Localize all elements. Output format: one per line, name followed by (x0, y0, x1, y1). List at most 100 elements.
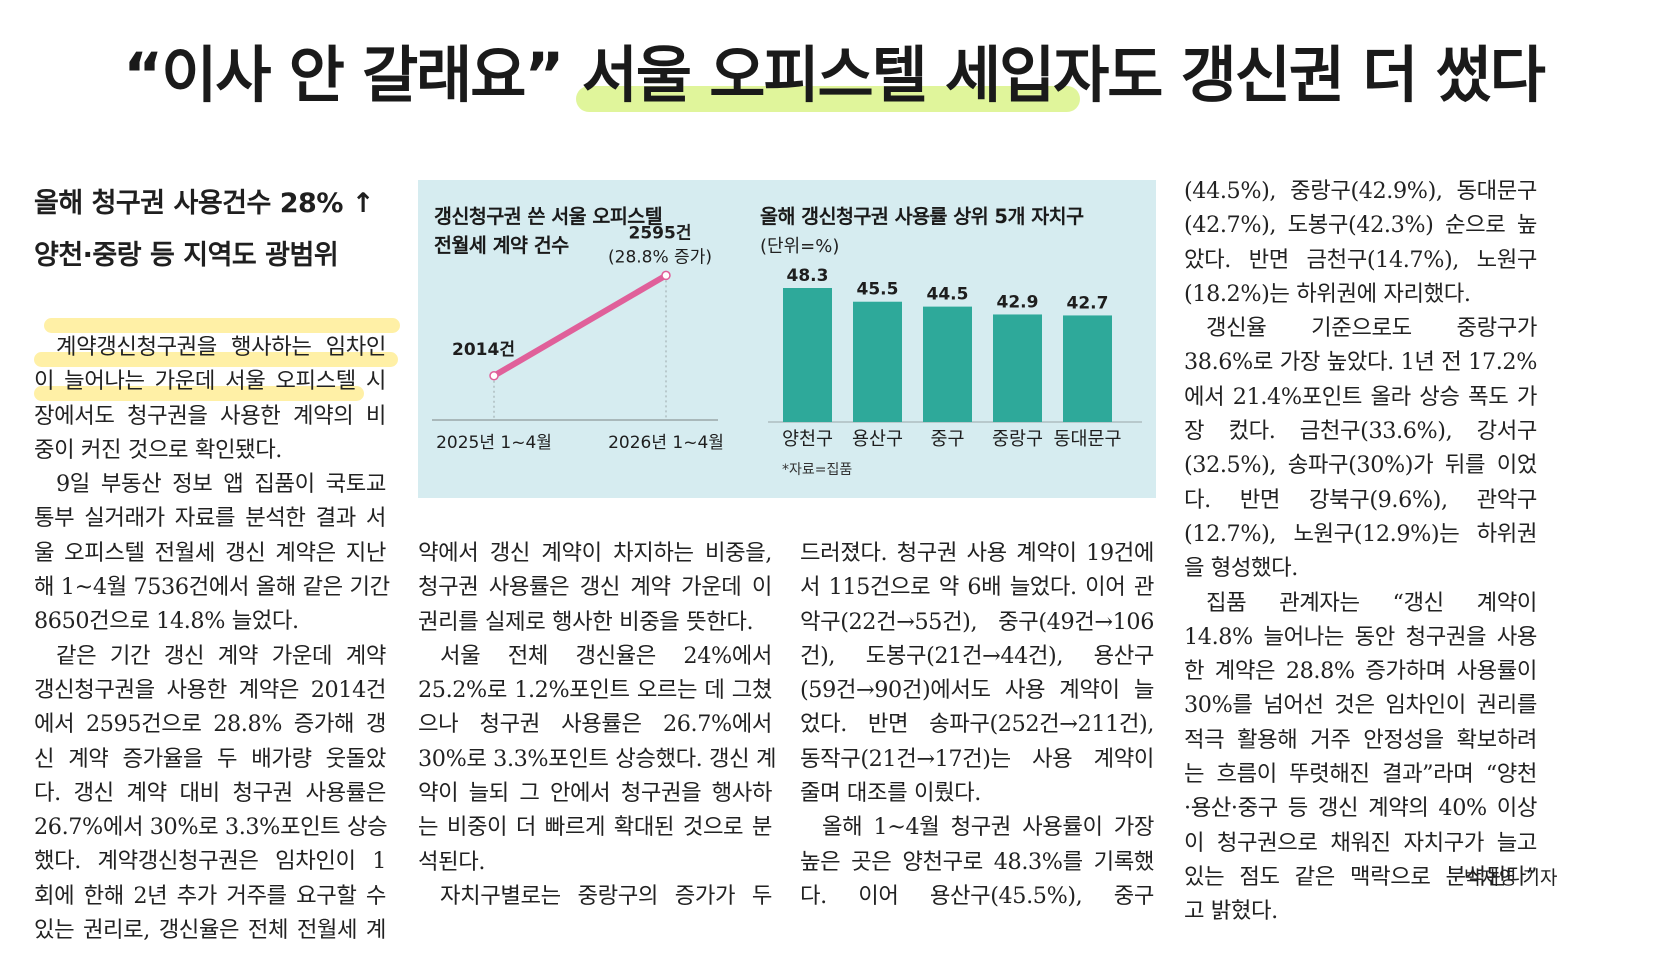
text-line: 는 비중이 더 빠르게 확대된 것으로 분 (418, 814, 772, 841)
text-highlight-3 (34, 386, 364, 401)
infographic: 갱신청구권 쓴 서울 오피스텔 전월세 계약 건수 올해 갱신청구권 사용률 상… (418, 180, 1156, 498)
text-line: 25.2%로 1.2%포인트 오르는 데 그쳤 (418, 677, 772, 704)
bar-chart-unit: (단위=%) (760, 236, 840, 257)
text-line: 에서 2595건으로 28.8% 증가해 갱 (34, 711, 386, 738)
text-line: 이 늘어나는 가운데 서울 오피스텔 시 (34, 368, 386, 395)
text-line: 자치구별로는 중랑구의 증가가 두 (440, 882, 772, 909)
text-line: 해 1~4월 7536건에서 올해 같은 기간 (34, 574, 390, 601)
text-line: 9일 부동산 정보 앱 집품이 국토교 (56, 471, 386, 498)
bar-value-label: 48.3 (787, 266, 829, 286)
bar-category-label: 용산구 (852, 429, 903, 450)
text-highlight-2 (34, 352, 398, 367)
line-end-sublabel: (28.8% 증가) (608, 247, 712, 267)
charts-svg: 2014건 2595건 (28.8% 증가) 2025년 1~4월 2026년 1~4월… (432, 223, 1142, 453)
text-line: 신 계약 증가율을 두 배가량 웃돌았 (34, 745, 386, 772)
text-line: 높은 곳은 양천구로 48.3%를 기록했 (800, 848, 1154, 875)
line-start-label: 2014건 (452, 340, 515, 360)
text-line: 줄며 대조를 이뤘다. (800, 780, 981, 807)
text-line: 서울 전체 갱신율은 24%에서 (440, 642, 772, 669)
text-highlight-1 (44, 318, 400, 333)
text-line: 장 컸다. 금천구(33.6%), 강서구 (1184, 418, 1537, 445)
bar-category-label: 동대문구 (1053, 429, 1121, 450)
text-line: 고 밝혔다. (1184, 898, 1278, 925)
text-line: 올해 1~4월 청구권 사용률이 가장 (822, 814, 1154, 841)
line-chart-x-label: 2026년 1~4월 (608, 433, 724, 453)
bar-category-label: 중구 (930, 429, 964, 450)
text-line: 있는 점도 같은 맥락으로 분석된다” (1184, 863, 1537, 890)
line-chart-point (661, 270, 671, 281)
bar-2 (853, 301, 902, 422)
text-line: 같은 기간 갱신 계약 가운데 계약 (56, 642, 386, 669)
text-line: 갱신율 기준으로도 중랑구가 (1206, 315, 1537, 342)
text-line: (42.7%), 도봉구(42.3%) 순으로 높 (1184, 212, 1537, 239)
text-line: 동작구(21건→17건)는 사용 계약이 (800, 745, 1154, 772)
bar-category-label: 양천구 (782, 429, 833, 450)
text-line: 중이 커진 것으로 확인됐다. (34, 436, 282, 463)
text-line: 다. 이어 용산구(45.5%), 중구 (800, 882, 1154, 909)
subhead-line-2: 양천·중랑 등 지역도 광범위 (34, 240, 339, 271)
bar-value-label: 45.5 (857, 280, 899, 300)
bar-value-label: 42.9 (997, 292, 1039, 312)
bar-5 (1063, 315, 1112, 422)
text-line: 는 흐름이 뚜렷해진 결과”라며 “양천 (1184, 761, 1537, 788)
text-line: 갱신청구권을 사용한 계약은 2014건 (34, 676, 386, 703)
bar-value-label: 44.5 (927, 285, 969, 305)
text-line: 서 115건으로 약 6배 늘었다. 이어 관 (800, 574, 1154, 601)
text-line: 했다. 계약갱신청구권은 임차인이 1 (34, 848, 386, 875)
text-line: 계약갱신청구권을 행사하는 임차인 (56, 334, 386, 360)
text-line: 적극 활용해 거주 안정성을 확보하려 (1184, 726, 1537, 753)
text-line: (12.7%), 노원구(12.9%)는 하위권 (1184, 520, 1537, 547)
text-line: 드러졌다. 청구권 사용 계약이 19건에 (800, 540, 1154, 566)
text-line: 약이 늘되 그 안에서 청구권을 행사하 (418, 780, 772, 807)
byline: 박재영 기자 (1464, 867, 1558, 889)
text-line: 26.7%에서 30%로 3.3%포인트 상승 (34, 814, 388, 841)
text-line: 장에서도 청구권을 사용한 계약의 비 (34, 402, 386, 429)
line-chart-x-label: 2025년 1~4월 (436, 433, 552, 453)
text-line: 통부 실거래가 자료를 분석한 결과 서 (34, 505, 386, 532)
line-chart-title-line-1: 갱신청구권 쓴 서울 오피스텔 (434, 205, 663, 228)
subhead-line-1: 올해 청구권 사용건수 28% ↑ (34, 188, 374, 219)
bar-chart-title: 올해 갱신청구권 사용률 상위 5개 자치구 (760, 205, 1084, 228)
text-line: 악구(22건→55건), 중구(49건→106 (800, 608, 1154, 635)
text-line: (32.5%), 송파구(30%)가 뒤를 이었 (1184, 452, 1537, 479)
text-line: 약에서 갱신 계약이 차지하는 비중을, (418, 540, 772, 566)
text-line: ·용산·중구 등 갱신 계약의 40% 이상 (1184, 795, 1537, 822)
text-line: (44.5%), 중랑구(42.9%), 동대문구 (1184, 178, 1537, 204)
text-line: 30%를 넘어선 것은 임차인이 권리를 (1184, 692, 1537, 719)
text-line: 다. 반면 강북구(9.6%), 관악구 (1184, 486, 1537, 513)
text-line: (59건→90건)에서도 사용 계약이 늘 (800, 677, 1154, 704)
source-note: *자료=집품 (782, 462, 853, 478)
line-chart-title: 갱신청구권 쓴 서울 오피스텔 전월세 계약 건수 (434, 202, 663, 260)
bar-value-label: 42.7 (1067, 293, 1109, 313)
text-line: 14.8% 늘어나는 동안 청구권을 사용 (1184, 623, 1537, 650)
text-line: 38.6%로 가장 높았다. 1년 전 17.2% (1184, 349, 1537, 376)
text-line: 석된다. (418, 848, 486, 875)
text-line: (18.2%)는 하위권에 자리했다. (1184, 280, 1471, 307)
text-line: 이 청구권으로 채워진 자치구가 늘고 (1184, 829, 1537, 856)
text-line: 한 계약은 28.8% 증가하며 사용률이 (1184, 658, 1537, 685)
text-line: 으나 청구권 사용률은 26.7%에서 (418, 711, 772, 738)
text-line: 8650건으로 14.8% 늘었다. (34, 608, 299, 635)
bar-1 (783, 288, 832, 422)
line-chart-point (489, 371, 499, 381)
text-line: 았다. 반면 금천구(14.7%), 노원구 (1184, 246, 1537, 273)
text-line: 있는 권리로, 갱신율은 전체 전월세 계 (34, 917, 386, 944)
text-line: 집품 관계자는 “갱신 계약이 (1206, 589, 1537, 616)
text-line: 에서 21.4%포인트 올라 상승 폭도 가 (1184, 383, 1537, 410)
text-line: 을 형성했다. (1184, 555, 1298, 582)
text-line: 다. 갱신 계약 대비 청구권 사용률은 (34, 779, 386, 806)
text-line: 건), 도봉구(21건→44건), 용산구 (800, 642, 1154, 669)
text-line: 권리를 실제로 행사한 비중을 뜻한다. (418, 608, 754, 635)
headline-highlight (576, 86, 1080, 112)
text-line: 었다. 반면 송파구(252건→211건), (800, 711, 1154, 738)
headline: “이사 안 갈래요” 서울 오피스텔 세입자도 갱신권 더 썼다 (123, 40, 1546, 111)
text-line: 30%로 3.3%포인트 상승했다. 갱신 계 (418, 745, 777, 772)
bar-3 (923, 306, 972, 422)
text-line: 청구권 사용률은 갱신 계약 가운데 이 (418, 574, 772, 601)
text-line: 울 오피스텔 전월세 갱신 계약은 지난 (34, 539, 386, 566)
subheadline: 올해 청구권 사용건수 28% ↑ 양천·중랑 등 지역도 광범위 (34, 178, 414, 282)
article-column-2: 약에서 갱신 계약이 차지하는 비중을, 청구권 사용률은 갱신 계약 가운데 이… (418, 536, 777, 913)
line-chart-series (491, 272, 669, 379)
